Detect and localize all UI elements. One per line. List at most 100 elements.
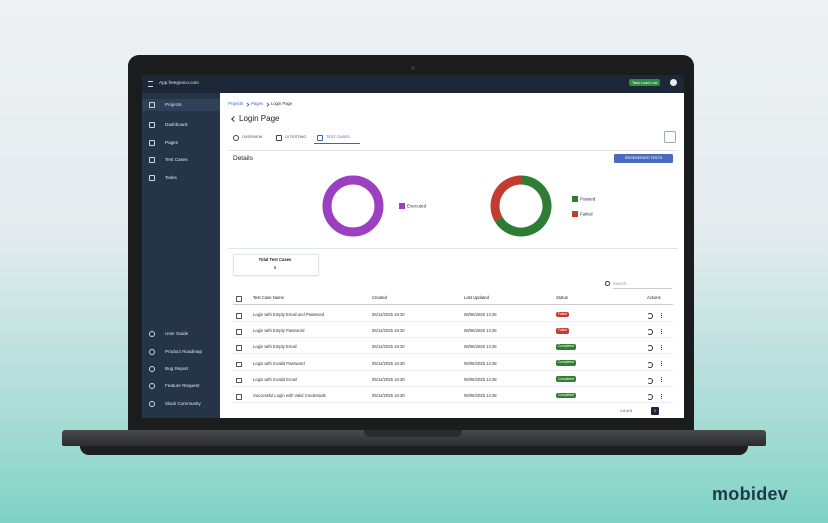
laptop-base — [62, 430, 766, 446]
checkbox[interactable] — [236, 377, 242, 384]
status-badge: Completed — [556, 360, 576, 366]
more-icon[interactable] — [661, 377, 662, 383]
action-icon[interactable] — [647, 329, 653, 336]
nav-item[interactable]: Feature Request — [165, 383, 200, 388]
status-badge: Failed — [556, 327, 569, 334]
nav-item[interactable]: Pages — [165, 140, 179, 145]
action-icon[interactable] — [647, 377, 653, 384]
table-cell: 05/12/2025 16:30 — [372, 312, 405, 317]
table-cell: 06/06/2025 14:38 — [464, 344, 497, 350]
table-header[interactable]: Test Case Name — [253, 295, 284, 300]
checkbox[interactable] — [236, 345, 242, 351]
nav-item[interactable]: Product Roadmap — [165, 349, 203, 354]
tab-icon — [276, 135, 282, 141]
tab[interactable]: TEST CASES — [326, 135, 350, 139]
action-icon[interactable] — [647, 361, 653, 368]
header-border — [233, 304, 673, 305]
details-title: Details — [233, 155, 253, 162]
url[interactable]: App.freegnoco.com — [159, 80, 199, 85]
table-cell: Login with Invalid Email — [253, 376, 297, 382]
legend-label: Passed — [580, 197, 596, 202]
tab-underline — [314, 143, 360, 144]
action-icon[interactable] — [647, 345, 653, 352]
laptop-foot — [80, 446, 748, 455]
nav-item[interactable]: Projects — [165, 102, 182, 107]
search-input[interactable]: Search... — [613, 281, 672, 290]
legend-label: Failed — [580, 212, 593, 217]
sidebar — [142, 93, 220, 418]
row-border — [233, 402, 673, 403]
laptop-notch — [364, 430, 462, 437]
legend-swatch — [399, 203, 405, 209]
nav-icon — [149, 349, 155, 355]
primary-button[interactable]: REGENERATE TESTS — [614, 154, 673, 163]
table-cell: Successful Login with Valid Credentials — [253, 393, 326, 398]
table-cell: 06/06/2025 14:38 — [464, 393, 497, 398]
topbar — [142, 75, 684, 93]
more-icon[interactable] — [661, 312, 662, 318]
row-border — [233, 369, 673, 371]
nav-item[interactable]: User Guide — [165, 331, 189, 336]
brand-logo: mobidev — [712, 484, 789, 504]
legend-swatch — [572, 196, 578, 202]
checkbox[interactable] — [236, 329, 242, 335]
more-icon[interactable] — [661, 361, 662, 367]
nav-icon — [149, 366, 155, 372]
legend-swatch — [572, 211, 578, 217]
nav-icon — [149, 140, 155, 146]
row-border — [233, 321, 673, 322]
checkbox[interactable] — [236, 313, 242, 319]
checkbox[interactable] — [236, 296, 242, 302]
breadcrumb-item[interactable]: Projects — [228, 101, 244, 106]
table-cell: 06/06/2025 14:38 — [464, 376, 497, 382]
table-cell: 05/12/2025 16:30 — [372, 393, 405, 398]
breadcrumb-item[interactable]: Pages — [251, 101, 264, 106]
more-icon[interactable] — [661, 344, 662, 350]
nav-icon — [149, 175, 155, 181]
menu-icon[interactable] — [148, 81, 153, 87]
pagination-range: 1-6 of 6 — [620, 409, 633, 413]
nav-icon — [149, 383, 155, 389]
search-icon — [605, 281, 610, 286]
donut-segment — [494, 175, 552, 237]
table-cell: 05/12/2025 16:30 — [372, 328, 405, 334]
settings-button[interactable] — [664, 131, 676, 143]
breadcrumb-item: Login Page — [271, 101, 293, 106]
avatar[interactable] — [670, 79, 677, 86]
table-header[interactable]: Status — [556, 295, 568, 300]
topbar-button[interactable]: Task Load Low — [629, 79, 661, 86]
table-header[interactable]: Last Updated — [464, 295, 489, 300]
screen: App.freegnoco.com Task Load Low Projects… — [142, 75, 684, 418]
summary-value: 6 — [273, 265, 277, 270]
nav-item[interactable]: Slack Community — [165, 401, 201, 406]
table-header[interactable]: Created — [372, 295, 387, 300]
table-cell: 05/12/2025 16:30 — [372, 344, 405, 350]
table-cell: 06/06/2025 14:38 — [464, 360, 497, 366]
status-badge: Completed — [556, 343, 576, 350]
camera — [411, 66, 415, 70]
more-icon[interactable] — [661, 393, 662, 399]
summary-card — [233, 254, 319, 276]
row-border — [233, 353, 673, 354]
checkbox[interactable] — [236, 361, 242, 368]
action-icon[interactable] — [647, 313, 653, 319]
nav-item[interactable]: Dashboard — [165, 122, 188, 127]
nav-item[interactable]: Tasks — [165, 175, 177, 180]
donut-segment — [490, 175, 522, 222]
table-cell: 05/12/2025 16:30 — [372, 376, 405, 382]
nav-item[interactable]: Bug Report — [165, 366, 189, 371]
tab[interactable]: UI TESTING — [285, 135, 307, 139]
table-cell: 06/06/2025 14:38 — [464, 328, 497, 334]
checkbox[interactable] — [236, 394, 242, 400]
status-badge: Completed — [556, 376, 576, 383]
tab[interactable]: OVERVIEW — [242, 135, 263, 139]
summary-label: Total Test Cases — [258, 257, 292, 262]
nav-item[interactable]: Test Cases — [165, 157, 188, 162]
more-icon[interactable] — [661, 328, 662, 334]
page-button[interactable]: 1 — [651, 407, 659, 415]
tab-icon — [233, 135, 239, 141]
table-cell: Login with Invalid Password — [253, 360, 305, 366]
action-icon[interactable] — [647, 394, 653, 400]
